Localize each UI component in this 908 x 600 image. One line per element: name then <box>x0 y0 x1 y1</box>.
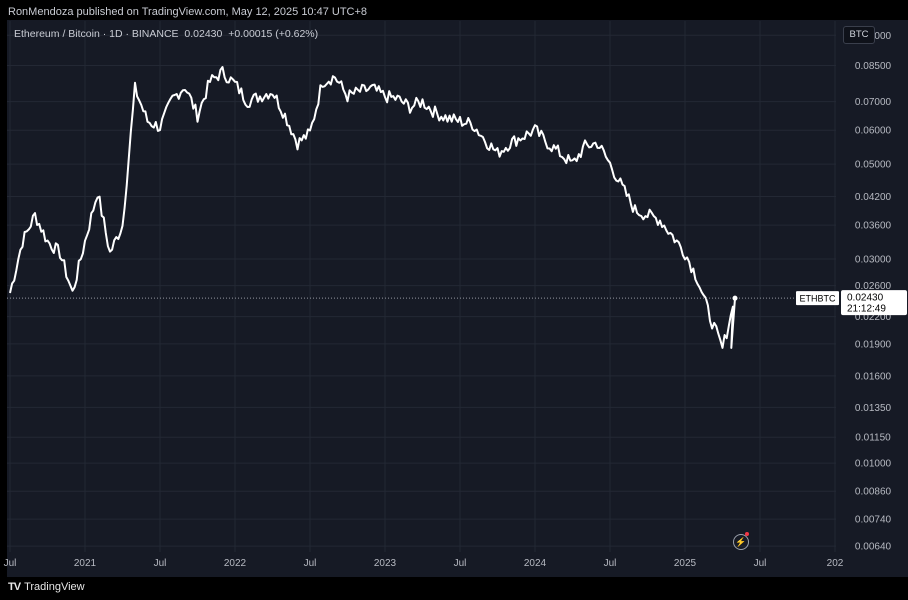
y-tick-label: 0.01150 <box>855 433 891 444</box>
y-tick-label: 0.03000 <box>855 255 892 266</box>
y-tick-label: 0.08500 <box>855 61 892 72</box>
symbol-legend: Ethereum / Bitcoin · 1D · BINANCE 0.0243… <box>14 28 318 40</box>
y-tick-label: 0.01000 <box>855 459 892 470</box>
logo-text: TradingView <box>24 581 85 593</box>
last-price-point <box>732 295 738 301</box>
y-tick-label: 0.02600 <box>855 281 892 292</box>
x-tick-label: 202 <box>827 558 844 569</box>
x-tick-label: 2023 <box>374 558 397 569</box>
x-tick-label: Jul <box>754 558 767 569</box>
x-tick-label: 2021 <box>74 558 97 569</box>
y-tick-label: 0.00640 <box>855 542 892 553</box>
tradingview-logo[interactable]: TV TradingView <box>8 581 85 593</box>
y-tick-label: 0.05000 <box>855 160 892 171</box>
publisher-caption: RonMendoza published on TradingView.com,… <box>8 6 368 18</box>
x-tick-label: 2025 <box>674 558 697 569</box>
y-tick-label: 0.00740 <box>855 515 892 526</box>
x-tick-label: Jul <box>604 558 617 569</box>
price-tag <box>841 290 907 316</box>
symbol-name[interactable]: Ethereum / Bitcoin · 1D · BINANCE <box>14 28 179 40</box>
y-tick-label: 0.01600 <box>855 371 892 382</box>
x-tick-label: Jul <box>154 558 167 569</box>
x-tick-label: 2022 <box>224 558 247 569</box>
price-change: +0.00015 (+0.62%) <box>228 28 319 40</box>
y-tick-label: 0.07000 <box>855 97 892 108</box>
ticker-tag-label: ETHBTC <box>800 294 837 304</box>
logo-mark: TV <box>8 581 21 593</box>
last-price: 0.02430 <box>184 28 223 40</box>
currency-button[interactable]: BTC <box>843 26 875 44</box>
y-tick-label: 0.00860 <box>855 487 892 498</box>
x-tick-label: Jul <box>4 558 17 569</box>
x-tick-label: Jul <box>454 558 467 569</box>
y-tick-label: 0.04200 <box>855 192 892 203</box>
price-tag-value: 0.02430 <box>847 293 884 304</box>
price-series-line[interactable] <box>9 66 736 349</box>
y-tick-label: 0.01350 <box>855 403 892 414</box>
notification-dot <box>745 532 749 536</box>
y-tick-label: 0.01900 <box>855 339 892 350</box>
x-tick-label: Jul <box>304 558 317 569</box>
price-tag-countdown: 21:12:49 <box>847 304 886 315</box>
y-tick-label: 0.02200 <box>855 312 892 323</box>
lightning-icon[interactable]: ⚡ <box>733 534 749 550</box>
y-tick-label: 0.03600 <box>855 221 892 232</box>
ticker-tag <box>796 291 839 306</box>
y-tick-label: 0.06000 <box>855 126 892 137</box>
x-tick-label: 2024 <box>524 558 547 569</box>
